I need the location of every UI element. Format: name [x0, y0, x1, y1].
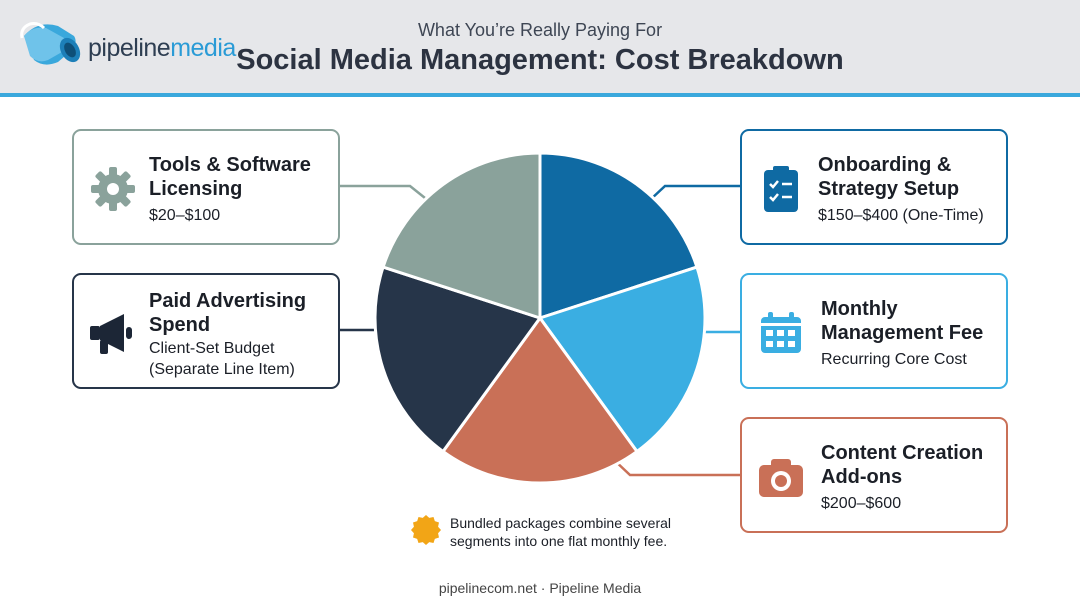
card-tools-title: Tools & Software Licensing [149, 154, 311, 200]
connector-onboarding [649, 184, 740, 201]
pipe-logo-icon [20, 22, 81, 65]
card-monthly-desc: Recurring Core Cost [821, 351, 967, 368]
card-content[interactable]: Content Creation Add-ons $200–$600 [740, 417, 1008, 533]
gear-icon [91, 167, 135, 211]
card-tools[interactable]: Tools & Software Licensing $20–$100 [72, 129, 340, 245]
pie-slice-monthly[interactable] [538, 265, 707, 453]
badge-icon [411, 515, 441, 545]
connector-tools [340, 184, 426, 199]
header: pipelinemedia What You’re Really Paying … [0, 0, 1080, 97]
brand-name: pipelinemedia [88, 34, 236, 62]
megaphone-icon [90, 314, 132, 354]
card-monthly[interactable]: Monthly Management Fee Recurring Core Cos… [740, 273, 1008, 389]
card-onboarding-title: Onboarding & Strategy Setup [818, 154, 960, 200]
clipboard-checklist-icon [764, 166, 798, 212]
calendar-icon [761, 312, 801, 353]
camera-icon [759, 459, 803, 497]
card-monthly-title: Monthly Management Fee [821, 298, 984, 344]
pie-slice-ads[interactable] [373, 265, 542, 453]
bundle-note: Bundled packages combine several segments… [450, 515, 672, 549]
card-content-desc: $200–$600 [821, 495, 902, 512]
card-onboarding[interactable]: Onboarding & Strategy Setup $150–$400 (On… [740, 129, 1008, 245]
pie-slice-tools[interactable] [381, 151, 542, 320]
pie-slice-content[interactable] [441, 316, 639, 485]
brand-logo[interactable]: pipelinemedia [18, 16, 236, 76]
card-content-title: Content Creation Add-ons [821, 442, 984, 488]
card-ads-desc: Client-Set Budget (Separate Line Item) [149, 340, 295, 378]
card-ads-title: Paid Advertising Spend [149, 290, 307, 336]
page-title: Social Media Management: Cost Breakdown [236, 44, 844, 76]
card-onboarding-desc: $150–$400 (One-Time) [818, 207, 984, 224]
footer-credit: pipelinecom.net · Pipeline Media [438, 580, 642, 596]
pie-slice-onboarding[interactable] [538, 151, 699, 320]
page-subtitle: What You’re Really Paying For [417, 20, 663, 40]
card-tools-desc: $20–$100 [149, 207, 221, 224]
card-ads[interactable]: Paid Advertising Spend Client-Set Budget(… [72, 273, 340, 389]
